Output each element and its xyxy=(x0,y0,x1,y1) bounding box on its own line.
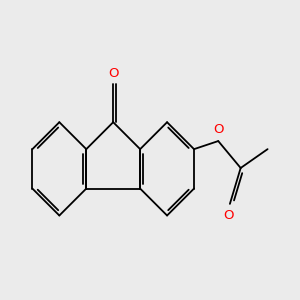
Text: O: O xyxy=(213,123,224,136)
Text: O: O xyxy=(224,209,234,222)
Text: O: O xyxy=(108,67,119,80)
